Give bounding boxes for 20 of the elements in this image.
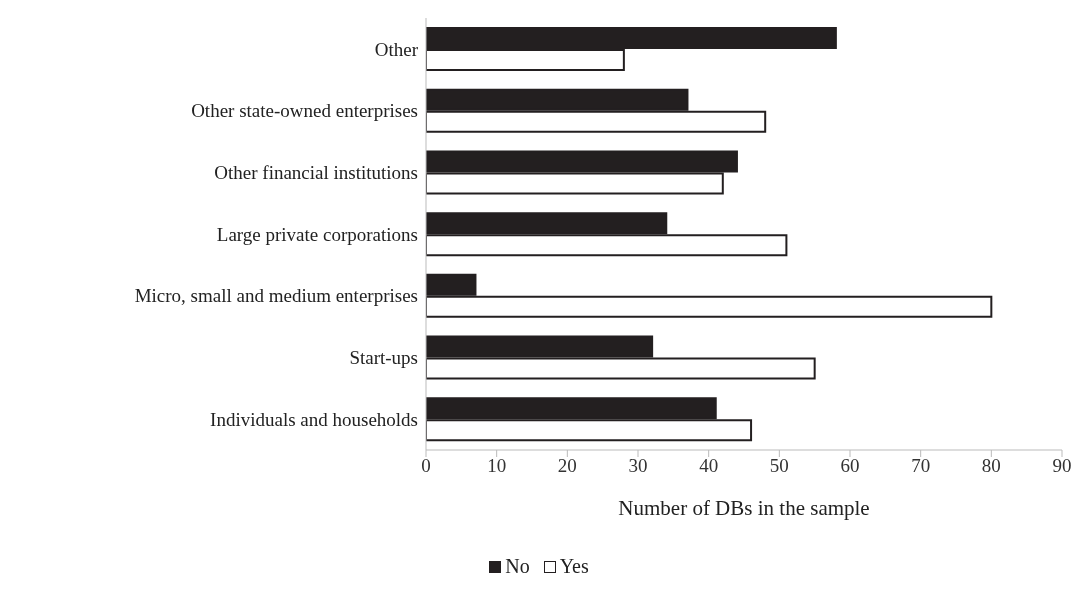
x-tick-label: 30 (628, 455, 648, 477)
y-tick-label: Other state-owned enterprises (191, 100, 418, 122)
legend-label: No (505, 555, 530, 578)
y-tick-label: Start-ups (349, 347, 418, 369)
y-tick-label: Other financial institutions (214, 162, 418, 184)
x-tick-label: 20 (557, 455, 577, 477)
y-tick-label: Individuals and households (210, 408, 418, 430)
y-tick-label: Micro, small and medium enterprises (134, 285, 418, 307)
legend-label: Yes (559, 555, 589, 578)
y-tick-label: Large private corporations (216, 223, 418, 245)
x-tick-label: 60 (840, 455, 860, 477)
x-tick-label: 50 (769, 455, 789, 477)
x-tick-label: 70 (911, 455, 931, 477)
x-tick-label: 10 (487, 455, 507, 477)
x-tick-label: 0 (421, 455, 431, 477)
x-axis-title: Number of DBs in the sample (618, 496, 870, 520)
x-tick-label: 40 (699, 455, 719, 477)
x-tick-label: 90 (1052, 455, 1072, 477)
x-tick-label: 80 (981, 455, 1001, 477)
y-tick-label: Other (374, 38, 419, 60)
